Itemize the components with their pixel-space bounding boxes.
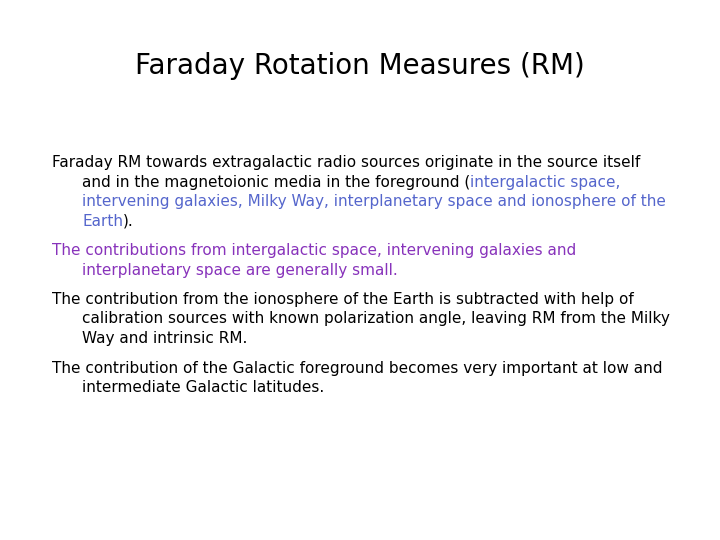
Text: calibration sources with known polarization angle, leaving RM from the Milky: calibration sources with known polarizat…: [82, 312, 670, 327]
Text: interplanetary space are generally small.: interplanetary space are generally small…: [82, 262, 397, 278]
Text: Way and intrinsic RM.: Way and intrinsic RM.: [82, 331, 248, 346]
Text: and in the magnetoionic media in the foreground (: and in the magnetoionic media in the for…: [82, 174, 470, 190]
Text: The contribution of the Galactic foreground becomes very important at low and: The contribution of the Galactic foregro…: [52, 361, 662, 375]
Text: intergalactic space,: intergalactic space,: [470, 174, 621, 190]
Text: The contributions from intergalactic space, intervening galaxies and: The contributions from intergalactic spa…: [52, 243, 576, 258]
Text: ).: ).: [123, 213, 134, 228]
Text: intervening galaxies, Milky Way, interplanetary space and ionosphere of the: intervening galaxies, Milky Way, interpl…: [82, 194, 666, 209]
Text: intermediate Galactic latitudes.: intermediate Galactic latitudes.: [82, 380, 324, 395]
Text: The contribution from the ionosphere of the Earth is subtracted with help of: The contribution from the ionosphere of …: [52, 292, 634, 307]
Text: Faraday Rotation Measures (RM): Faraday Rotation Measures (RM): [135, 52, 585, 80]
Text: Earth: Earth: [82, 213, 123, 228]
Text: Faraday RM towards extragalactic radio sources originate in the source itself: Faraday RM towards extragalactic radio s…: [52, 155, 640, 170]
